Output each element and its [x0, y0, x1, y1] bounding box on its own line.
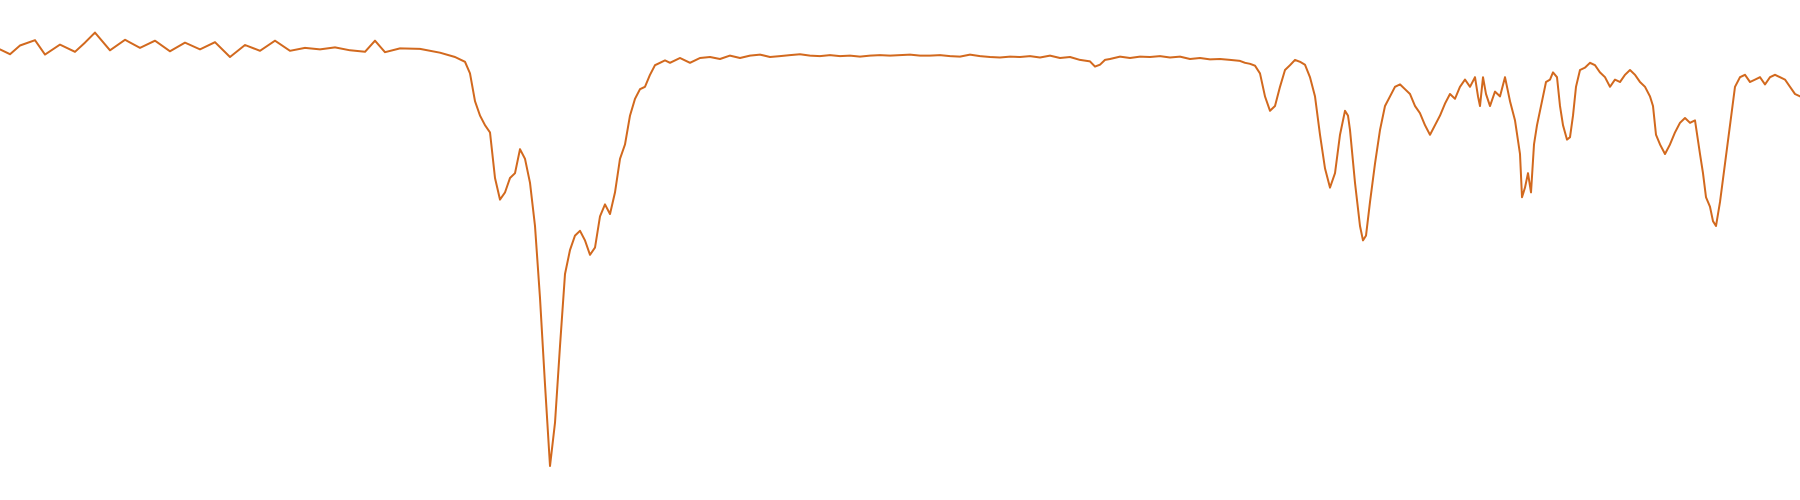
series-line-0	[0, 31, 1800, 467]
